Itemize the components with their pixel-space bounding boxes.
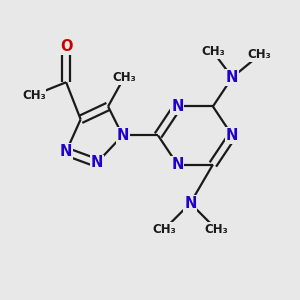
Text: CH₃: CH₃ <box>22 89 46 102</box>
Text: N: N <box>171 157 184 172</box>
Text: CH₃: CH₃ <box>153 223 176 236</box>
Text: N: N <box>226 128 238 143</box>
Text: N: N <box>226 70 238 85</box>
Text: O: O <box>60 39 72 54</box>
Text: CH₃: CH₃ <box>112 71 136 84</box>
Text: N: N <box>184 196 196 211</box>
Text: CH₃: CH₃ <box>201 45 225 58</box>
Text: N: N <box>60 144 72 159</box>
Text: N: N <box>91 155 103 170</box>
Text: N: N <box>116 128 129 143</box>
Text: CH₃: CH₃ <box>248 48 272 61</box>
Text: N: N <box>171 99 184 114</box>
Text: CH₃: CH₃ <box>204 223 228 236</box>
